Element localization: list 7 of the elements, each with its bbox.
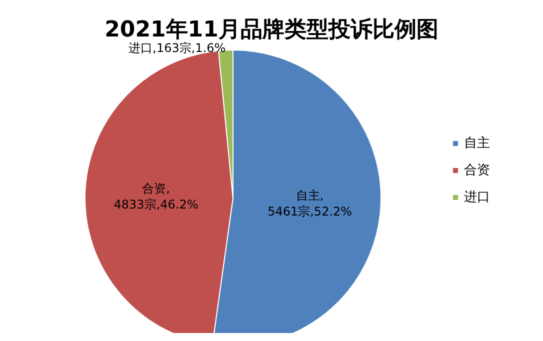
legend-label: 进口 <box>464 190 490 205</box>
legend-label: 合资 <box>464 163 490 178</box>
data-label: 自主, 5461宗,52.2% <box>268 188 352 218</box>
data-label: 进口,163宗,1.6% <box>128 41 226 56</box>
legend-label: 自主 <box>464 135 490 151</box>
data-label: 合资, 4833宗,46.2% <box>114 181 198 212</box>
chart-title: 2021年11月品牌类型投诉比例图 <box>104 18 438 42</box>
